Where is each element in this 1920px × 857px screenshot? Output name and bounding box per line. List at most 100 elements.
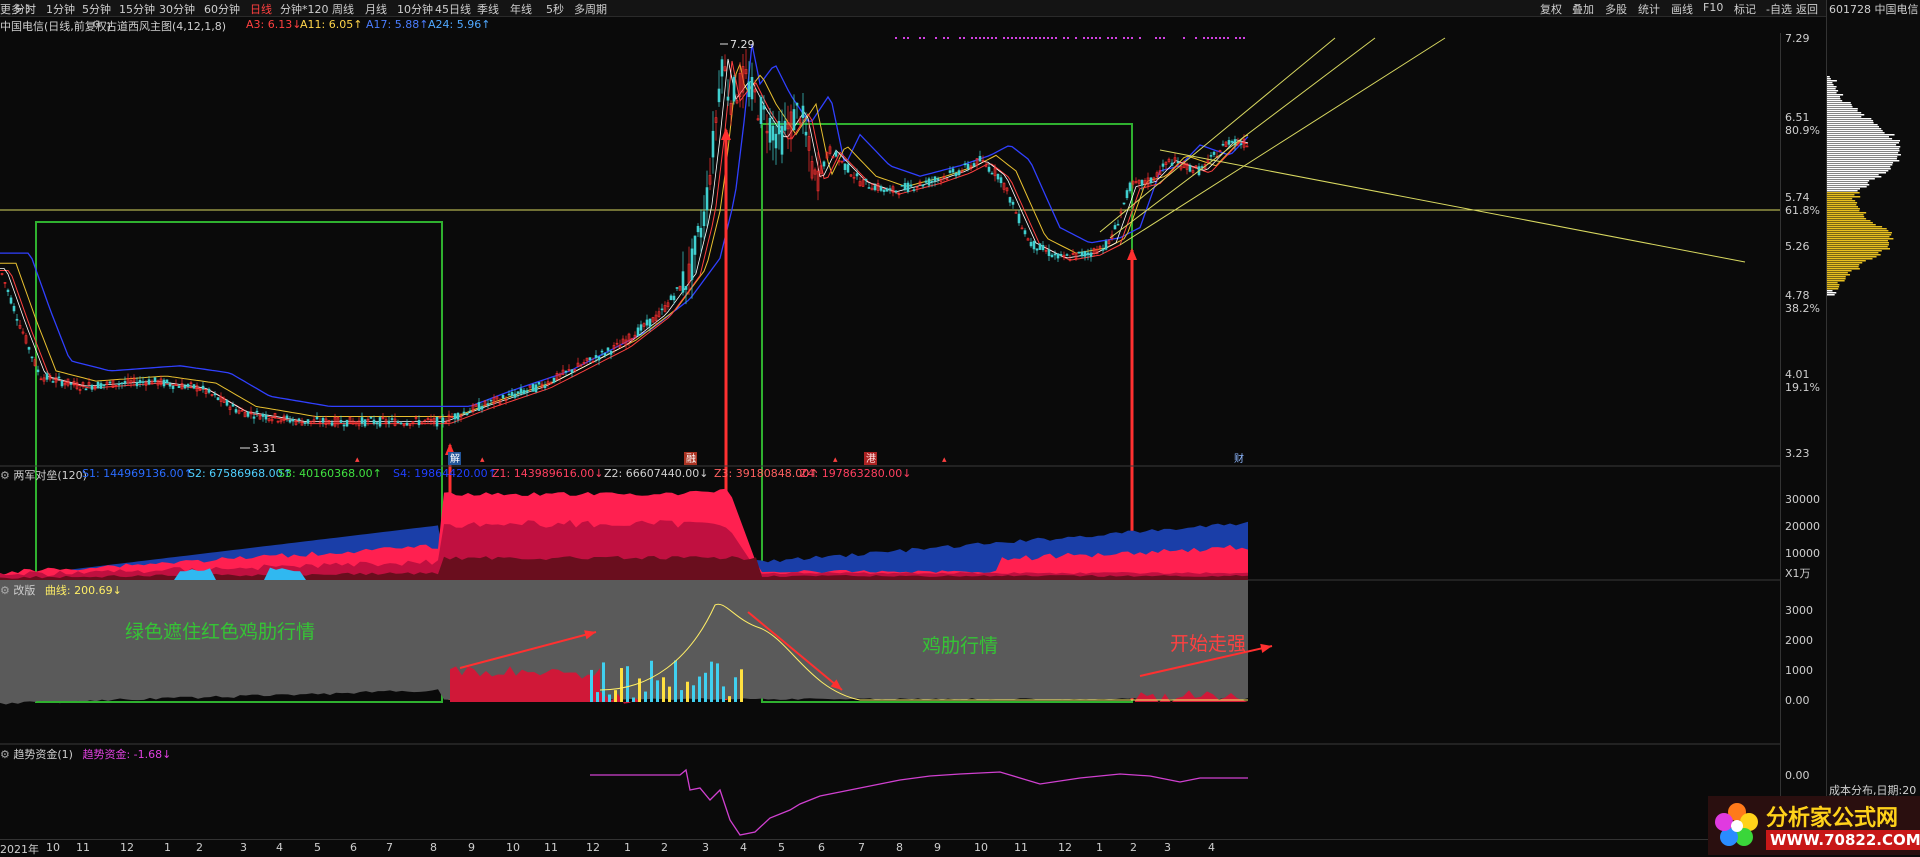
- ind2-bar: [710, 661, 713, 702]
- toolbar-right-5[interactable]: F10: [1703, 1, 1724, 14]
- toolbar-right-4[interactable]: 画线: [1671, 3, 1693, 16]
- candle-body: [1182, 161, 1186, 168]
- x-tick-12: 9: [468, 841, 475, 854]
- candle-body: [819, 165, 823, 174]
- candle-body: [33, 359, 37, 366]
- candle-body: [678, 285, 682, 291]
- candle-body: [495, 396, 499, 400]
- trendline-1: [1099, 37, 1336, 233]
- ind3-icon[interactable]: ⚙: [0, 748, 10, 761]
- candle-body: [246, 411, 250, 417]
- ind2-bar: [608, 694, 611, 702]
- signal-dot: [1099, 37, 1101, 39]
- cost-bar: [1827, 276, 1846, 278]
- signal-dot: [1139, 37, 1141, 39]
- candle-body: [339, 420, 343, 423]
- candle-body: [1179, 165, 1183, 170]
- toolbar-right-8[interactable]: 返回: [1796, 3, 1818, 16]
- period-tab-1[interactable]: 1分钟: [46, 3, 75, 16]
- period-tab-7[interactable]: 分钟*120: [280, 3, 329, 16]
- period-tab-8[interactable]: 周线: [332, 3, 354, 16]
- period-tab-15[interactable]: 多周期: [574, 3, 607, 16]
- period-tab-5[interactable]: 60分钟: [204, 3, 240, 16]
- cost-bar: [1827, 100, 1843, 102]
- candle-body: [387, 420, 391, 424]
- candle-body: [1080, 251, 1084, 257]
- candle-body: [864, 178, 868, 181]
- cost-bar: [1827, 94, 1844, 96]
- candle-body: [93, 386, 97, 390]
- toolbar-right-0[interactable]: 复权: [1540, 3, 1562, 16]
- period-tab-9[interactable]: 月线: [365, 3, 387, 16]
- candle-body: [474, 404, 478, 407]
- cost-bar: [1827, 186, 1867, 188]
- candle-body: [1161, 163, 1165, 167]
- period-tab-10[interactable]: 10分钟: [397, 3, 433, 16]
- candle-body: [696, 225, 700, 233]
- candle-body: [978, 155, 982, 162]
- candle-body: [714, 117, 718, 123]
- cost-bar: [1827, 136, 1890, 138]
- candle-body: [456, 412, 460, 420]
- candle-body: [1218, 150, 1222, 153]
- candle-body: [1104, 240, 1108, 250]
- cost-bar: [1827, 114, 1865, 116]
- toolbar-right-7[interactable]: -自选: [1766, 3, 1792, 16]
- event-small-1: ▴: [480, 455, 485, 465]
- period-tab-13[interactable]: 年线: [510, 3, 532, 16]
- candle-body: [852, 176, 856, 179]
- toolbar-right-1[interactable]: 叠加: [1572, 3, 1594, 16]
- candle-body: [951, 168, 955, 173]
- indicator-icon[interactable]: ⚙: [92, 18, 102, 31]
- cost-bar: [1827, 162, 1894, 164]
- toolbar-right-3[interactable]: 统计: [1638, 3, 1660, 16]
- candle-body: [1098, 246, 1102, 249]
- period-tab-11[interactable]: 45日线: [435, 3, 471, 16]
- candle-body: [1038, 243, 1042, 250]
- period-tab-6[interactable]: 日线: [250, 3, 272, 16]
- candle-body: [105, 381, 109, 385]
- toolbar-right-6[interactable]: 标记: [1734, 3, 1756, 16]
- period-tab-3[interactable]: 15分钟: [119, 3, 155, 16]
- candle-body: [207, 388, 211, 393]
- period-tab-0[interactable]: 分时: [14, 3, 36, 16]
- period-toolbar: 分时 1分钟 5分钟 15分钟 30分钟 60分钟 日线 分钟*120 周线 月线 10分钟 45日线…: [0, 0, 1920, 17]
- candle-body: [1026, 238, 1030, 241]
- cost-bar: [1827, 260, 1866, 262]
- candle-body: [399, 422, 403, 425]
- period-tab-14[interactable]: 5秒: [546, 3, 564, 16]
- cost-bar: [1827, 138, 1893, 140]
- x-tick-27: 12: [1058, 841, 1072, 854]
- period-tab-2[interactable]: 5分钟: [82, 3, 111, 16]
- candle-body: [180, 383, 184, 390]
- watermark-url: WWW.70822.COM: [1766, 830, 1920, 850]
- ind3-name: 趋势资金(1): [13, 748, 73, 761]
- candle-body: [1041, 245, 1045, 251]
- candle-body: [216, 397, 220, 401]
- x-tick-24: 9: [934, 841, 941, 854]
- price-chart[interactable]: 7.29 3.31 解 融 港 财 ▴ ▴ ▴ ▴: [0, 33, 1780, 839]
- signal-dot: [971, 37, 973, 39]
- signal-dot: [1043, 37, 1045, 39]
- ind2-icon[interactable]: ⚙: [0, 584, 10, 597]
- candle-body: [15, 318, 19, 321]
- indicator-name[interactable]: 古道西风主图(4,12,1,8): [106, 20, 227, 33]
- toolbar-right-2[interactable]: 多股: [1605, 3, 1627, 16]
- candle-body: [957, 170, 961, 176]
- period-tab-4[interactable]: 30分钟: [159, 3, 195, 16]
- period-tab-12[interactable]: 季线: [477, 3, 499, 16]
- signal-dot: [1207, 37, 1209, 39]
- ind3-title: ⚙ 趋势资金(1) 趋势资金: -1.68↓: [0, 746, 171, 762]
- pct-tick-2: 38.2%: [1785, 302, 1820, 315]
- candle-body: [1017, 213, 1021, 224]
- annotation-right: 鸡肋行情: [922, 635, 999, 657]
- ind2-bar: [614, 690, 617, 702]
- cost-bar: [1827, 102, 1851, 104]
- candle-body: [258, 416, 262, 420]
- ind1-icon[interactable]: ⚙: [0, 469, 10, 482]
- ind2-bar: [668, 686, 671, 702]
- period-tab-16[interactable]: 更多 〉: [0, 3, 37, 16]
- candle-body: [909, 184, 913, 187]
- cost-distribution-chart: [1827, 76, 1901, 296]
- candle-body: [1044, 250, 1048, 252]
